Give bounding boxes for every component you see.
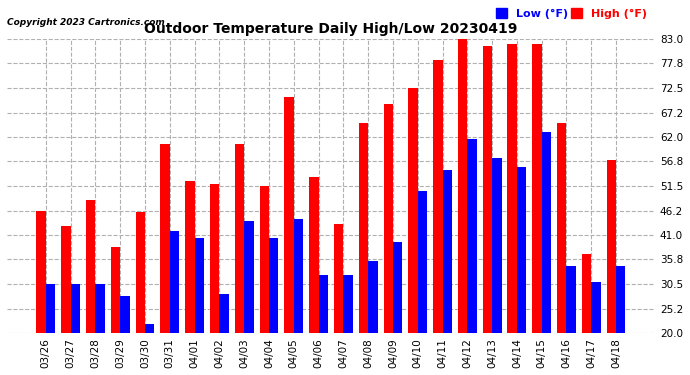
Bar bbox=[195, 237, 204, 333]
Bar bbox=[566, 266, 576, 333]
Bar bbox=[442, 170, 452, 333]
Bar bbox=[269, 237, 278, 333]
Bar bbox=[557, 123, 566, 333]
Bar bbox=[384, 104, 393, 333]
Bar bbox=[542, 132, 551, 333]
Bar bbox=[532, 44, 542, 333]
Legend: Low (°F), High (°F): Low (°F), High (°F) bbox=[493, 6, 649, 21]
Bar bbox=[219, 294, 229, 333]
Bar bbox=[492, 158, 502, 333]
Bar bbox=[458, 39, 467, 333]
Bar bbox=[70, 284, 80, 333]
Bar bbox=[467, 140, 477, 333]
Bar bbox=[433, 60, 442, 333]
Bar bbox=[368, 261, 377, 333]
Bar bbox=[160, 144, 170, 333]
Bar bbox=[517, 167, 526, 333]
Bar bbox=[359, 123, 368, 333]
Bar bbox=[344, 275, 353, 333]
Bar bbox=[582, 254, 591, 333]
Bar bbox=[61, 226, 70, 333]
Bar bbox=[309, 177, 319, 333]
Bar bbox=[284, 98, 294, 333]
Bar bbox=[294, 219, 303, 333]
Bar bbox=[111, 247, 120, 333]
Bar bbox=[210, 184, 219, 333]
Bar bbox=[334, 224, 344, 333]
Bar bbox=[235, 144, 244, 333]
Bar bbox=[95, 284, 105, 333]
Bar bbox=[507, 44, 517, 333]
Bar bbox=[408, 88, 417, 333]
Bar bbox=[616, 266, 626, 333]
Bar bbox=[393, 242, 402, 333]
Bar bbox=[145, 324, 155, 333]
Bar bbox=[483, 46, 492, 333]
Bar bbox=[135, 212, 145, 333]
Bar bbox=[259, 186, 269, 333]
Bar bbox=[120, 296, 130, 333]
Bar bbox=[46, 284, 55, 333]
Bar bbox=[185, 182, 195, 333]
Bar bbox=[417, 191, 427, 333]
Bar bbox=[244, 221, 254, 333]
Bar bbox=[86, 200, 95, 333]
Bar bbox=[170, 231, 179, 333]
Bar bbox=[319, 275, 328, 333]
Bar bbox=[607, 160, 616, 333]
Text: Copyright 2023 Cartronics.com: Copyright 2023 Cartronics.com bbox=[7, 18, 165, 27]
Bar bbox=[591, 282, 601, 333]
Title: Outdoor Temperature Daily High/Low 20230419: Outdoor Temperature Daily High/Low 20230… bbox=[144, 22, 518, 36]
Bar bbox=[37, 211, 46, 333]
